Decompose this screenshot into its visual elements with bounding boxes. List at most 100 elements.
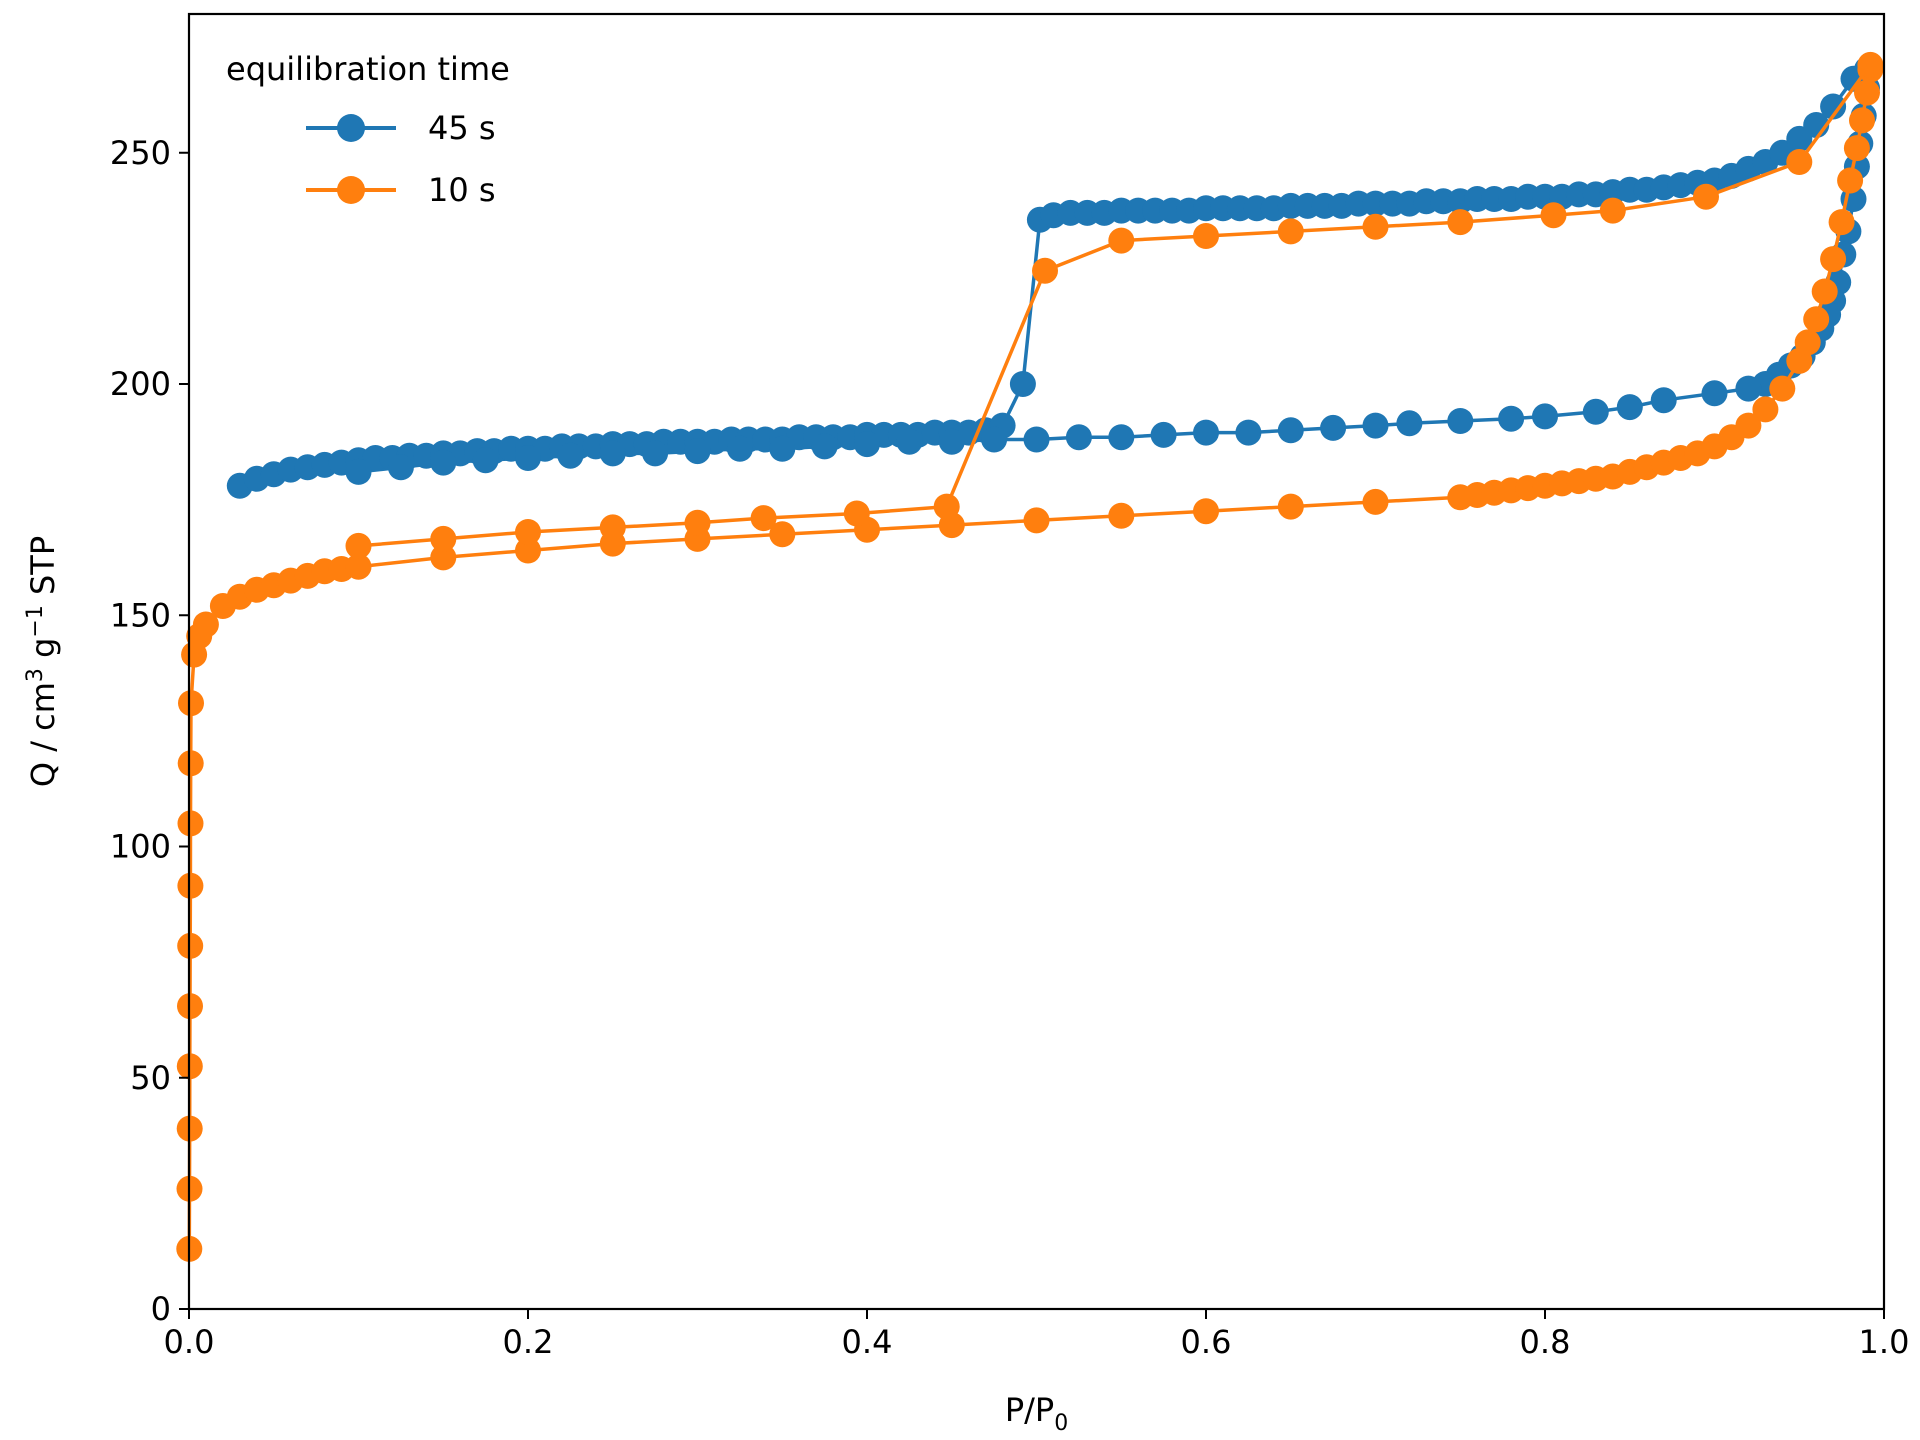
data-point [1009, 371, 1036, 397]
y-tick-label: 100 [110, 828, 171, 866]
data-point [1108, 227, 1135, 254]
x-tick-label: 0.6 [1181, 1323, 1232, 1361]
data-point [1820, 93, 1847, 120]
data-point [599, 514, 626, 541]
data-point [981, 426, 1008, 453]
series-layer [176, 51, 1884, 1262]
data-point [1803, 306, 1830, 333]
legend-entry-10s: 10 s [306, 171, 496, 209]
data-point [1843, 135, 1870, 162]
data-point [178, 690, 204, 717]
data-point [933, 493, 960, 520]
y-tick-label: 50 [130, 1059, 171, 1097]
data-point [684, 438, 711, 465]
data-point [769, 435, 796, 462]
data-point [896, 428, 923, 455]
data-point [1837, 167, 1864, 194]
data-point [1277, 218, 1304, 245]
data-point [472, 447, 499, 474]
data-point [599, 440, 626, 467]
y-axis-label: Q / cm3 g−1 STP [23, 536, 62, 787]
data-point [345, 532, 372, 559]
data-point [345, 458, 372, 485]
legend-marker-10s [337, 176, 365, 204]
data-point [938, 428, 965, 455]
data-point [1828, 209, 1855, 236]
data-point [1650, 387, 1677, 414]
y-tick-label: 200 [110, 365, 171, 403]
data-point [1235, 419, 1262, 446]
data-point [1498, 405, 1525, 432]
data-point [1769, 375, 1796, 402]
data-point [1811, 278, 1838, 305]
data-point [750, 505, 777, 532]
legend-label-10s: 10 s [428, 171, 496, 209]
data-point [1532, 403, 1558, 430]
y-axis-label-main: Q / cm [24, 682, 62, 787]
data-point [192, 611, 219, 638]
data-point [1150, 421, 1177, 448]
x-tick-label: 1.0 [1859, 1323, 1910, 1361]
data-point [1023, 507, 1050, 534]
x-tick-label: 0.2 [503, 1323, 554, 1361]
data-point [1854, 79, 1880, 106]
data-point [769, 521, 796, 548]
data-point [854, 431, 880, 458]
data-point [1447, 408, 1474, 434]
data-point [1820, 246, 1847, 273]
data-point [1857, 51, 1884, 78]
data-point [1735, 375, 1762, 402]
x-tick-label: 0.8 [1520, 1323, 1571, 1361]
data-point [515, 519, 541, 545]
data-point [843, 500, 870, 527]
legend-label-45s: 45 s [428, 109, 496, 147]
data-point [811, 433, 838, 460]
data-point [1108, 424, 1135, 451]
x-axis-label-main: P/P [1005, 1391, 1054, 1429]
y-axis-label-mid: g [24, 638, 62, 668]
data-point [1540, 202, 1567, 229]
data-point [177, 750, 204, 777]
data-point [1735, 412, 1762, 439]
x-axis-label: P/P0 [1005, 1391, 1068, 1436]
data-point [1193, 498, 1219, 525]
data-point [1786, 149, 1813, 175]
y-tick-label: 250 [110, 134, 171, 172]
data-point [1447, 209, 1474, 236]
data-point [387, 454, 414, 481]
ticks-layer: 0.0 0.2 0.4 0.6 0.8 1.0 0 50 100 150 200 250 [110, 134, 1910, 1361]
data-point [430, 449, 457, 476]
data-point [430, 544, 457, 571]
legend-marker-45s [337, 114, 365, 142]
y-axis-label-superscript-1: 3 [23, 668, 48, 682]
data-point [1320, 414, 1347, 441]
plot-frame [187, 12, 1886, 1311]
data-point [1701, 380, 1728, 407]
data-point [1362, 412, 1389, 439]
legend-entry-45s: 45 s [306, 109, 496, 147]
data-point [1849, 107, 1875, 134]
data-point [1362, 213, 1389, 240]
data-point [1582, 398, 1609, 425]
data-point [177, 932, 204, 959]
y-axis-label-end: STP [24, 536, 62, 605]
data-point [345, 553, 372, 580]
data-point [1693, 183, 1719, 210]
y-tick-label: 0 [151, 1290, 171, 1328]
data-point [1277, 417, 1304, 444]
data-point [1794, 329, 1821, 356]
data-point [1616, 394, 1643, 421]
data-point [177, 872, 204, 899]
data-point [1023, 426, 1050, 453]
data-point [515, 445, 541, 471]
data-point [1032, 257, 1058, 284]
data-point [726, 435, 753, 462]
y-tick-label: 150 [110, 596, 171, 634]
data-point [557, 442, 584, 469]
series-line-10s [187, 63, 1873, 1249]
legend: equilibration time 45 s 10 s [226, 50, 510, 209]
x-tick-label: 0.0 [164, 1323, 215, 1361]
data-point [515, 537, 541, 564]
y-axis-label-superscript-2: −1 [23, 605, 48, 637]
